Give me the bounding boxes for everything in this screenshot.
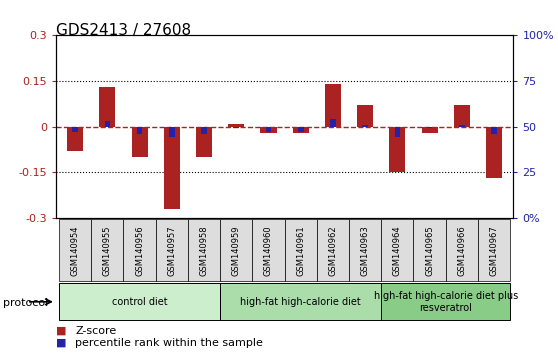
Bar: [252, 219, 285, 281]
Text: GSM140966: GSM140966: [458, 225, 466, 276]
Bar: [92, 219, 123, 281]
Bar: [188, 219, 220, 281]
Bar: [233, 127, 239, 129]
Bar: [156, 219, 188, 281]
Text: high-fat high-calorie diet: high-fat high-calorie diet: [240, 297, 361, 307]
Bar: [123, 219, 156, 281]
Bar: [137, 127, 142, 134]
Bar: [486, 127, 502, 178]
Bar: [362, 125, 368, 127]
Bar: [357, 105, 373, 127]
Text: GSM140958: GSM140958: [200, 225, 209, 276]
Text: GSM140962: GSM140962: [329, 225, 338, 276]
Text: control diet: control diet: [112, 297, 167, 307]
Bar: [266, 127, 271, 132]
Text: ■: ■: [56, 338, 66, 348]
Text: ■: ■: [56, 326, 66, 336]
Bar: [330, 119, 336, 127]
Bar: [261, 127, 277, 133]
Bar: [99, 87, 116, 127]
Bar: [381, 219, 413, 281]
Bar: [104, 121, 110, 127]
Bar: [459, 125, 465, 127]
Bar: [196, 127, 212, 157]
Bar: [73, 127, 78, 132]
Text: Z-score: Z-score: [75, 326, 117, 336]
Text: high-fat high-calorie diet plus
resveratrol: high-fat high-calorie diet plus resverat…: [373, 291, 518, 313]
Text: GSM140960: GSM140960: [264, 225, 273, 276]
Text: GSM140955: GSM140955: [103, 225, 112, 276]
Bar: [132, 127, 148, 157]
Bar: [389, 127, 406, 172]
Bar: [285, 219, 317, 281]
Bar: [163, 127, 180, 209]
Text: GSM140965: GSM140965: [425, 225, 434, 276]
Bar: [220, 219, 252, 281]
Bar: [454, 105, 470, 127]
Text: GSM140959: GSM140959: [232, 225, 240, 276]
Text: GDS2413 / 27608: GDS2413 / 27608: [56, 23, 191, 38]
Bar: [228, 124, 244, 127]
Bar: [446, 219, 478, 281]
Bar: [317, 219, 349, 281]
Bar: [298, 127, 304, 132]
Text: GSM140957: GSM140957: [167, 225, 176, 276]
Bar: [491, 127, 497, 134]
Text: percentile rank within the sample: percentile rank within the sample: [75, 338, 263, 348]
Text: GSM140956: GSM140956: [135, 225, 144, 276]
Bar: [421, 127, 437, 133]
Bar: [220, 283, 381, 320]
Bar: [325, 84, 341, 127]
Bar: [478, 219, 510, 281]
Text: GSM140954: GSM140954: [71, 225, 80, 276]
Text: protocol: protocol: [3, 298, 48, 308]
Bar: [349, 219, 381, 281]
Text: GSM140964: GSM140964: [393, 225, 402, 276]
Text: GSM140961: GSM140961: [296, 225, 305, 276]
Bar: [59, 283, 220, 320]
Text: GSM140963: GSM140963: [360, 225, 369, 276]
Bar: [67, 127, 83, 151]
Bar: [395, 127, 400, 137]
Bar: [427, 127, 432, 129]
Bar: [292, 127, 309, 133]
Bar: [381, 283, 510, 320]
Bar: [169, 127, 175, 137]
Bar: [201, 127, 207, 134]
Text: GSM140967: GSM140967: [489, 225, 498, 276]
Bar: [59, 219, 92, 281]
Bar: [413, 219, 446, 281]
